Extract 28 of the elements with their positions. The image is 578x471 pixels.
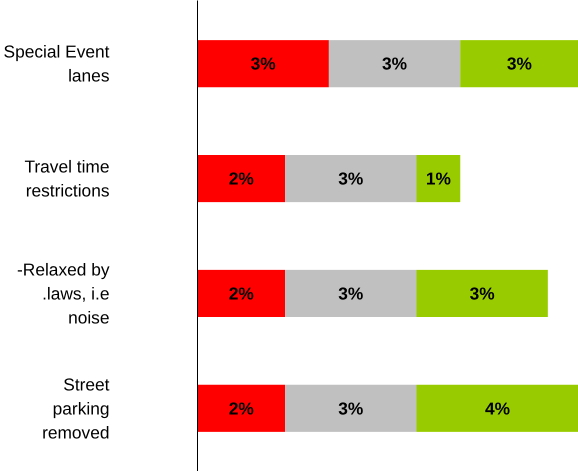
data-label: 3% [338,168,364,189]
y-tick-label: -Relaxed by .laws, i.e noise [17,259,110,328]
data-label: 3% [506,54,532,74]
bar [198,384,286,432]
data-label: 2% [228,168,254,189]
data-label: 2% [228,283,254,304]
data-label: 1% [426,168,451,189]
bar [328,40,460,88]
data-label: 3% [470,283,495,304]
data-label: 2% [228,398,254,418]
bar [198,270,286,317]
bar [198,155,286,202]
bar [460,40,578,88]
bar [285,384,416,432]
data-label: 3% [338,283,364,304]
bar [416,270,548,317]
bar [285,270,416,317]
bar [285,155,416,202]
data-label: 3% [382,54,408,74]
y-tick-label: Special Event lanes [4,42,110,86]
data-label: 4% [484,398,510,418]
bar [198,40,329,88]
data-label: 3% [338,398,364,418]
bar [416,155,460,202]
bar [416,384,578,432]
y-tick-label: Travel time restrictions [24,156,110,201]
data-label: 3% [250,54,276,74]
y-tick-label: Street parking removed [42,374,110,442]
